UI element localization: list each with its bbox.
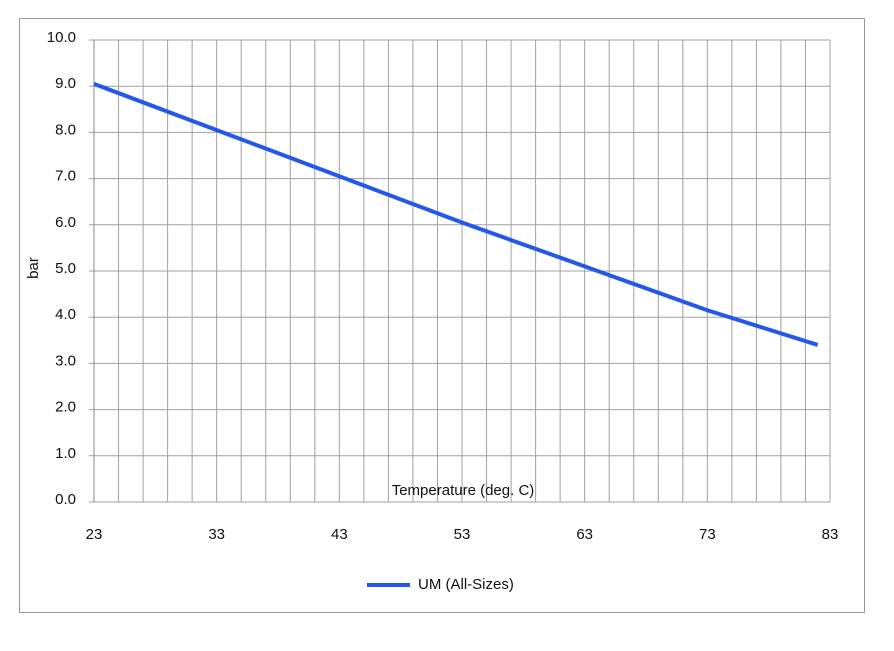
x-tick-label: 73 — [699, 526, 716, 543]
chart-frame — [19, 18, 865, 613]
y-axis-label: bar — [25, 257, 42, 279]
y-tick-label: 2.0 — [55, 399, 76, 416]
y-tick-label: 10.0 — [47, 29, 76, 46]
y-tick-label: 5.0 — [55, 260, 76, 277]
y-tick-label: 8.0 — [55, 121, 76, 138]
x-tick-label: 63 — [576, 526, 593, 543]
data-line — [93, 82, 819, 347]
x-tick-label: 23 — [86, 526, 103, 543]
y-tick-label: 6.0 — [55, 214, 76, 231]
y-tick-label: 1.0 — [55, 445, 76, 462]
y-tick-label: 7.0 — [55, 168, 76, 185]
x-tick-label: 33 — [208, 526, 225, 543]
y-tick-label: 4.0 — [55, 306, 76, 323]
x-tick-label: 83 — [822, 526, 839, 543]
legend-label: UM (All-Sizes) — [418, 576, 514, 593]
y-tick-label: 0.0 — [55, 491, 76, 508]
x-tick-label: 43 — [331, 526, 348, 543]
x-tick-label: 53 — [454, 526, 471, 543]
y-tick-label: 9.0 — [55, 75, 76, 92]
x-axis-label: Temperature (deg. C) — [392, 482, 535, 499]
y-tick-label: 3.0 — [55, 352, 76, 369]
